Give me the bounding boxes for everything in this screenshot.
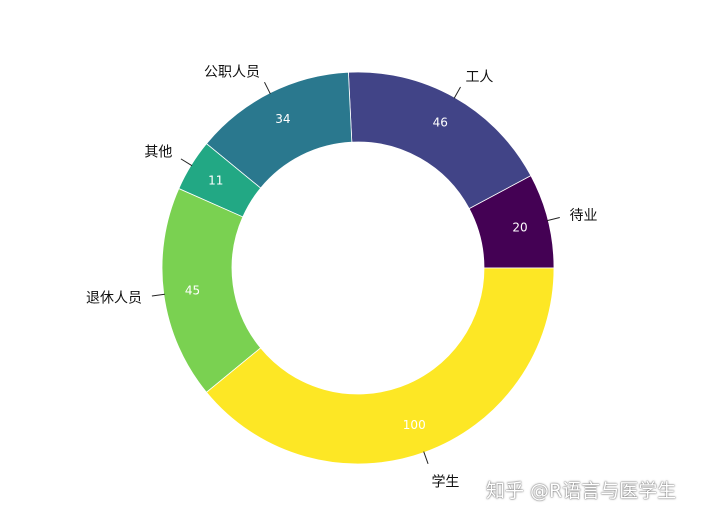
leader-line-3: [180, 158, 193, 167]
donut-slices: [161, 71, 555, 465]
value-label-1: 46: [433, 116, 448, 130]
value-label-3: 11: [208, 173, 223, 187]
leader-line-4: [151, 293, 165, 297]
value-label-4: 45: [185, 283, 200, 297]
value-label-0: 20: [512, 220, 527, 234]
watermark-text: 知乎 @R语言与医学生: [486, 480, 677, 502]
leader-line-5: [423, 451, 429, 465]
category-label-1: 工人: [465, 69, 493, 85]
category-label-2: 公职人员: [204, 64, 260, 80]
leader-line-1: [453, 86, 461, 99]
donut-slice-5: [205, 267, 555, 465]
value-label-5: 100: [403, 418, 426, 432]
value-labels: 20 46 34 11 45 100: [185, 112, 528, 432]
value-label-2: 34: [275, 112, 290, 126]
category-label-4: 退休人员: [86, 290, 142, 306]
leader-line-0: [547, 216, 560, 222]
category-label-0: 待业: [569, 208, 597, 224]
leader-line-2: [264, 81, 271, 95]
category-label-3: 其他: [144, 145, 172, 161]
donut-slice-1: [347, 71, 532, 210]
category-label-5: 学生: [431, 474, 459, 490]
label-leader-lines: [151, 81, 560, 465]
